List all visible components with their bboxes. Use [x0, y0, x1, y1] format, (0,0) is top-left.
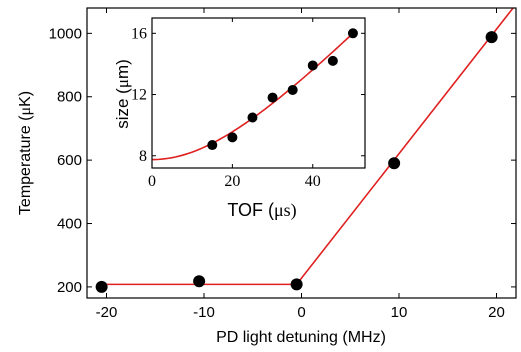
- inset-data-point: [287, 84, 298, 95]
- inset-background: [152, 18, 365, 168]
- inset-x-axis-label-greek: μ: [274, 200, 284, 220]
- inset-ticks-layer: 0 20 40 8 12 16: [131, 18, 365, 190]
- inset-plot-frame: [151, 17, 366, 169]
- inset-y-tick-label: 12: [131, 87, 147, 104]
- inset-y-axis-label-prefix: size (: [113, 88, 132, 129]
- inset-x-tick-label: 40: [305, 173, 321, 190]
- main-x-tick-label: -20: [96, 304, 118, 321]
- main-data-point: [485, 31, 498, 44]
- inset-y-axis-label-suffix: m): [113, 59, 132, 79]
- inset-x-tick-label: 0: [148, 173, 156, 190]
- main-x-tick-label: 0: [297, 304, 305, 321]
- main-y-axis-label: Temperature (μK): [17, 91, 34, 215]
- inset-data-point: [347, 28, 358, 39]
- main-y-tick-label: 800: [57, 89, 82, 106]
- inset-x-axis-label-suffix: s): [284, 200, 297, 221]
- inset-data-point: [207, 140, 218, 151]
- inset-points-layer: [207, 28, 358, 151]
- main-y-tick-label: 200: [57, 279, 82, 296]
- main-y-axis-label-prefix: Temperature (: [17, 115, 34, 215]
- main-data-point: [193, 275, 206, 288]
- main-y-axis-label-greek: μ: [17, 107, 34, 116]
- inset-data-point: [267, 92, 278, 103]
- main-y-tick-label: 400: [57, 216, 82, 233]
- main-plot-frame: [86, 7, 517, 299]
- main-y-tick-label: 600: [57, 152, 82, 169]
- main-x-axis-label: PD light detuning (MHz): [216, 329, 386, 346]
- main-data-point: [388, 157, 401, 170]
- inset-data-point: [227, 132, 238, 143]
- main-y-axis-label-suffix: K): [17, 91, 34, 107]
- inset-data-point: [327, 55, 338, 66]
- inset-x-axis-label-prefix: TOF (: [227, 200, 274, 220]
- main-x-tick-label: 20: [488, 304, 505, 321]
- inset-x-tick-label: 20: [224, 173, 240, 190]
- inset-data-point: [247, 112, 258, 123]
- main-data-point: [290, 278, 303, 291]
- inset-y-tick-label: 8: [139, 148, 147, 165]
- inset-x-axis-label: TOF (μs): [227, 200, 296, 221]
- inset-y-axis-label-greek: μ: [113, 79, 132, 88]
- main-y-tick-label: 1000: [49, 25, 82, 42]
- inset-y-axis-label: size (μm): [113, 59, 132, 129]
- main-x-tick-label: 10: [391, 304, 408, 321]
- inset-data-point: [307, 60, 318, 71]
- main-x-tick-label: -10: [193, 304, 215, 321]
- inset-y-tick-label: 16: [131, 25, 147, 42]
- main-data-point: [95, 280, 108, 293]
- main-points-layer: [95, 31, 498, 293]
